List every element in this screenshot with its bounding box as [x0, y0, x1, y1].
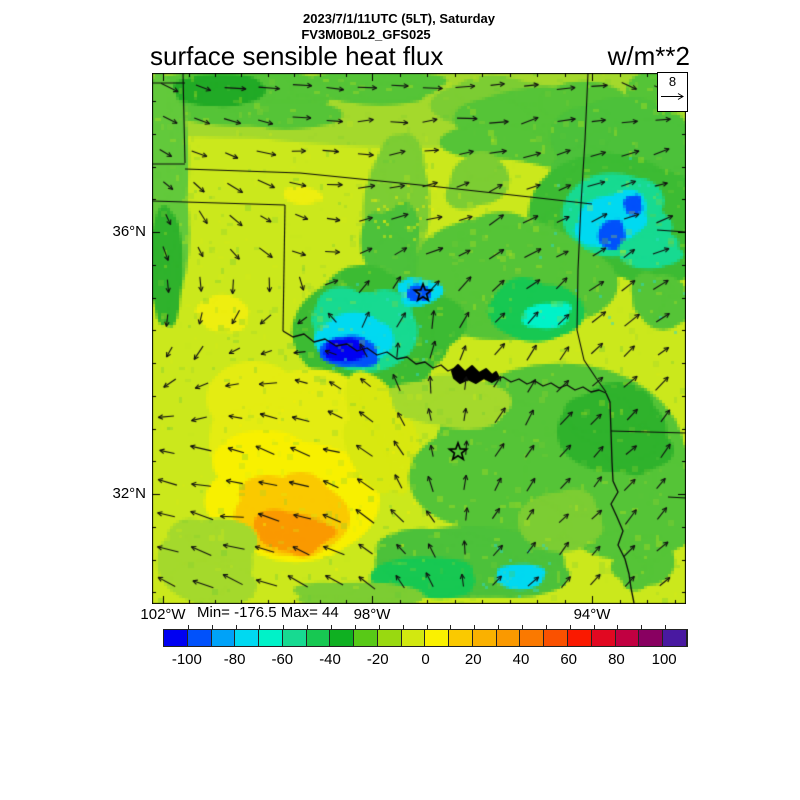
colorbar-boundary-tick: [331, 625, 333, 629]
units-label: w/m**2: [607, 41, 690, 71]
colorbar-boundary-tick: [283, 625, 285, 629]
colorbar-boundary-tick: [593, 625, 595, 629]
model-line: FV3M0B0L2_GFS025: [301, 27, 431, 42]
colorbar-cell: [211, 630, 236, 646]
colorbar-cell: [544, 630, 569, 646]
lon-tick-label: 98°W: [353, 606, 391, 623]
colorbar-cell: [425, 630, 450, 646]
colorbar-boundary-tick: [378, 625, 380, 629]
colorbar-boundary-tick: [187, 625, 189, 629]
colorbar-cell: [615, 630, 640, 646]
colorbar-cell: [354, 630, 378, 646]
colorbar-cell: [568, 630, 592, 646]
colorbar-boundary-tick: [235, 625, 237, 629]
colorbar-boundary-tick: [665, 625, 667, 629]
heat-flux-map-canvas: [152, 73, 686, 604]
plot-title: surface sensible heat flux: [150, 41, 444, 71]
colorbar-cell: [282, 630, 307, 646]
colorbar-cell: [235, 630, 260, 646]
colorbar-boundary-tick: [402, 625, 404, 629]
colorbar-cell: [496, 630, 521, 646]
colorbar-boundary-tick: [521, 625, 523, 629]
colorbar-tick-label: 40: [512, 651, 530, 668]
colorbar-boundary-tick: [426, 625, 428, 629]
reference-vector-value: 8: [668, 74, 677, 89]
colorbar-cell: [663, 630, 687, 646]
colorbar-tick-label: -60: [271, 651, 294, 668]
minmax-label: Min= -176.5 Max= 44: [197, 604, 339, 621]
colorbar-tick-label: 0: [421, 651, 430, 668]
colorbar-boundary-tick: [259, 625, 261, 629]
colorbar-tick-label: 80: [608, 651, 625, 668]
colorbar-cell: [520, 630, 545, 646]
colorbar-tick-label: -40: [319, 651, 341, 668]
colorbar-cell: [639, 630, 664, 646]
colorbar-tick-label: 20: [464, 651, 482, 668]
lon-tick-label: 94°W: [573, 606, 611, 623]
colorbar-boundary-tick: [211, 625, 213, 629]
colorbar-cell: [164, 630, 188, 646]
colorbar-boundary-tick: [307, 625, 309, 629]
colorbar-cell: [449, 630, 473, 646]
colorbar-cell: [377, 630, 402, 646]
colorbar-cell: [472, 630, 497, 646]
colorbar-cell: [401, 630, 426, 646]
colorbar-tick-label: -80: [223, 651, 246, 668]
lat-tick-label: 32°N: [112, 485, 146, 502]
colorbar-cell: [259, 630, 283, 646]
colorbar-tick-label: 100: [651, 651, 677, 668]
colorbar-boundary-tick: [569, 625, 571, 629]
colorbar-cell: [330, 630, 355, 646]
colorbar-tick-label: -20: [366, 651, 389, 668]
colorbar-boundary-tick: [450, 625, 452, 629]
reference-arrow-icon: [661, 93, 684, 100]
lat-tick-label: 36°N: [112, 223, 146, 240]
datetime-line: 2023/7/1/11UTC (5LT), Saturday: [303, 11, 495, 26]
colorbar-cell: [591, 630, 616, 646]
colorbar: [163, 625, 688, 647]
colorbar-boundary-tick: [545, 625, 547, 629]
colorbar-cell: [306, 630, 331, 646]
colorbar-tick-label: 60: [560, 651, 578, 668]
colorbar-boundary-tick: [617, 625, 619, 629]
lon-tick-label: 102°W: [140, 606, 186, 623]
colorbar-boundary-tick: [498, 625, 500, 629]
colorbar-cell: [187, 630, 212, 646]
colorbar-tick-label: -100: [171, 651, 202, 668]
colorbar-boundary-tick: [474, 625, 476, 629]
colorbar-boundary-tick: [354, 625, 356, 629]
reference-vector-box: 8: [657, 72, 688, 112]
colorbar-boundary-tick: [641, 625, 643, 629]
